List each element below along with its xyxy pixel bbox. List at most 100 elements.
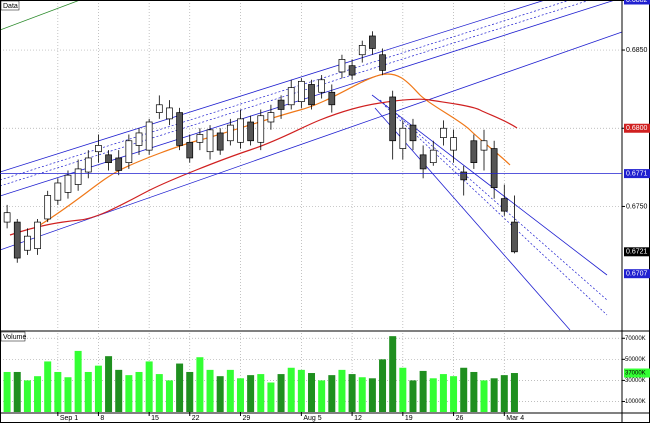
volume-bar — [196, 357, 204, 412]
volume-bar — [165, 380, 173, 412]
trend-line — [0, 0, 81, 31]
volume-bar — [3, 371, 11, 412]
volume-bar — [105, 356, 113, 412]
volume-bar — [257, 374, 265, 412]
y-tick-label: 0.6750 — [626, 203, 648, 210]
candle-body — [267, 112, 275, 123]
title-box — [0, 0, 20, 11]
volume-bar — [399, 367, 407, 412]
candle-body — [490, 148, 498, 189]
volume-bar — [115, 369, 123, 412]
volume-bar — [236, 378, 244, 412]
candle-body — [115, 157, 123, 171]
candle-body — [125, 140, 133, 164]
candle-body — [34, 221, 41, 250]
price-label: 0.6800 — [626, 125, 648, 132]
candle-body — [470, 140, 478, 164]
volume-bar — [368, 378, 376, 412]
volume-bar — [64, 377, 72, 412]
price-label-box — [624, 269, 650, 279]
candle-body — [277, 99, 285, 110]
candle-body — [308, 84, 315, 106]
volume-bar — [419, 370, 427, 412]
x-tick-label: 22 — [192, 415, 200, 422]
candle-body — [298, 80, 305, 103]
volume-bar — [348, 374, 356, 412]
volume-bar — [470, 371, 478, 412]
channel-line — [374, 107, 571, 331]
candle-body — [419, 154, 427, 170]
volume-bar — [328, 375, 336, 412]
volume-bar — [226, 369, 234, 412]
candle-body — [369, 35, 376, 49]
candle-body — [226, 124, 234, 142]
volume-label-box — [624, 368, 650, 378]
volume-bar — [54, 371, 62, 412]
candle-body — [318, 79, 326, 93]
candle-body — [196, 134, 204, 143]
candle-body — [511, 221, 518, 253]
candle-body — [389, 96, 397, 142]
candle-body — [155, 104, 163, 113]
candle-body — [237, 118, 244, 143]
volume-bar — [34, 376, 42, 412]
volume-bar — [23, 380, 31, 412]
y-tick-label: 50000K — [625, 357, 646, 363]
volume-bar — [287, 367, 295, 412]
price-label: 0.6707 — [626, 271, 648, 278]
candle-body — [13, 221, 21, 259]
candle-body — [3, 212, 11, 223]
volume-bar — [409, 380, 417, 412]
volume-bar — [247, 375, 255, 412]
candle-body — [460, 171, 468, 181]
price-label: 0.6882 — [626, 0, 648, 4]
channel-line — [379, 99, 608, 301]
candle-body — [480, 140, 488, 151]
candle-body — [44, 195, 52, 220]
candle-body — [348, 65, 356, 76]
candle-body — [64, 174, 72, 193]
volume-bar — [338, 369, 346, 412]
volume-bar — [94, 365, 102, 412]
volume-bar — [500, 375, 508, 412]
y-tick-label: 0.6850 — [626, 47, 648, 54]
x-tick-label: 8 — [100, 415, 104, 422]
x-tick-label: Aug 5 — [303, 415, 321, 422]
channel-line — [0, 0, 546, 173]
candle-body — [399, 127, 407, 149]
channel-line — [384, 105, 608, 316]
volume-bar — [308, 373, 316, 412]
volume-bar — [155, 374, 163, 412]
y-tick-label: 10000K — [625, 399, 646, 405]
price-label-box — [624, 123, 650, 133]
candle-body — [328, 91, 336, 106]
volume-bar — [176, 363, 184, 412]
x-tick-label: Mar 4 — [506, 415, 524, 422]
volume-title: Volume — [3, 334, 26, 341]
price-label: 0.6771 — [626, 170, 648, 177]
volume-bar — [379, 359, 387, 412]
chart-title: Data — [3, 3, 18, 10]
candle-body — [105, 154, 112, 164]
price-label-box — [624, 169, 650, 179]
volume-label: 37000K — [625, 371, 646, 377]
title-box — [0, 331, 26, 342]
candle-body — [358, 45, 366, 56]
volume-bar — [145, 361, 153, 412]
candle-body — [429, 149, 437, 164]
candle-body — [166, 107, 173, 120]
volume-bar — [460, 367, 468, 412]
candle-body — [257, 115, 265, 143]
price-label-box — [624, 247, 650, 257]
candle-body — [287, 87, 295, 106]
x-tick-label: 19 — [405, 415, 413, 422]
candle-body — [74, 168, 82, 185]
volume-bar — [84, 371, 92, 412]
candle-body — [216, 132, 224, 151]
volume-bar — [206, 369, 214, 412]
volume-bar — [277, 374, 285, 412]
candle-body — [135, 132, 143, 146]
volume-bar — [13, 371, 21, 412]
candle-body — [409, 124, 417, 142]
